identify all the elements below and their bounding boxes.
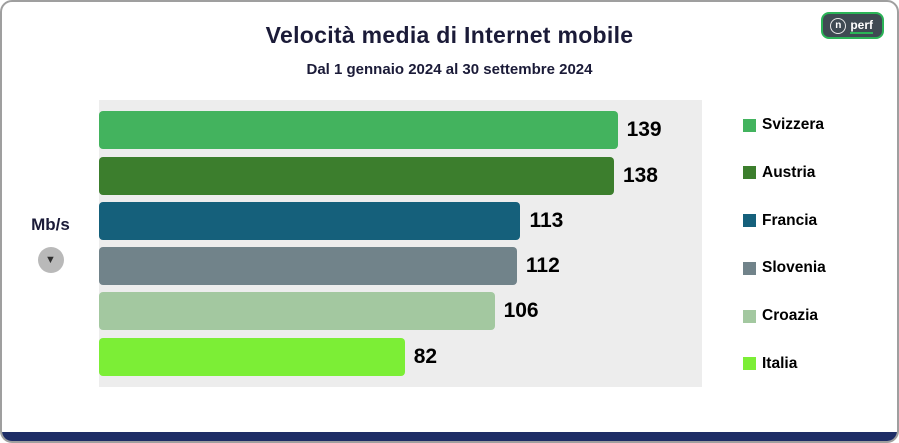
bar-croazia[interactable] (99, 292, 495, 331)
bar-value: 138 (622, 163, 658, 187)
bar-value: 139 (626, 118, 662, 142)
legend-swatch-icon (743, 214, 756, 228)
bar-austria[interactable] (99, 156, 614, 195)
bar-francia[interactable] (99, 201, 521, 240)
bar-value: 113 (529, 208, 564, 232)
bar-row: 138 (99, 156, 702, 195)
footer-accent-bar (2, 432, 897, 441)
chart-title: Velocità media di Internet mobile (265, 22, 634, 48)
y-axis-unit-label: Mb/s (31, 214, 70, 234)
chart-row: Mb/s ▼ 139 138 113 112 106 82 Svizzera Austria… (2, 100, 897, 387)
bar-value: 106 (503, 299, 539, 323)
chart-subtitle: Dal 1 gennaio 2024 al 30 settembre 2024 (306, 61, 593, 78)
legend-label: Austria (762, 163, 816, 181)
legend-item-slovenia[interactable]: Slovenia (743, 259, 826, 277)
legend-swatch-icon (743, 261, 756, 275)
legend-swatch-icon (743, 357, 756, 371)
legend-item-austria[interactable]: Austria (743, 164, 826, 182)
bar-row: 82 (99, 337, 702, 376)
legend-item-svizzera[interactable]: Svizzera (743, 116, 826, 134)
legend-swatch-icon (743, 166, 756, 180)
legend-item-francia[interactable]: Francia (743, 212, 826, 230)
legend-label: Slovenia (762, 259, 826, 277)
bar-value: 112 (525, 254, 560, 278)
bar-row: 113 (99, 201, 702, 240)
bar-row: 106 (99, 292, 702, 331)
bar-svizzera[interactable] (99, 111, 618, 150)
bar-slovenia[interactable] (99, 247, 517, 286)
legend-item-croazia[interactable]: Croazia (743, 307, 826, 325)
legend-swatch-icon (743, 118, 756, 132)
bar-italia[interactable] (99, 337, 405, 376)
bar-row: 112 (99, 247, 702, 286)
y-axis-label-group: Mb/s ▼ (2, 100, 99, 387)
bar-row: 139 (99, 111, 702, 150)
legend-swatch-icon (743, 309, 756, 323)
nperf-brand-text: perf (850, 17, 873, 34)
bar-value: 82 (413, 344, 438, 368)
legend-label: Italia (762, 354, 798, 372)
plot-area: 139 138 113 112 106 82 (99, 100, 702, 387)
legend: Svizzera Austria Francia Slovenia Croazia Ita… (743, 100, 826, 387)
nperf-n-icon: n (830, 17, 847, 34)
legend-label: Francia (762, 211, 818, 229)
legend-item-italia[interactable]: Italia (743, 355, 826, 373)
arrow-down-icon[interactable]: ▼ (37, 246, 64, 273)
nperf-logo: n perf (821, 12, 884, 39)
legend-label: Svizzera (762, 116, 825, 133)
legend-label: Croazia (762, 307, 818, 325)
